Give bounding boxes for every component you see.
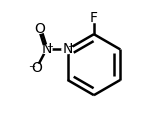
Ellipse shape	[31, 64, 42, 72]
Ellipse shape	[34, 25, 46, 33]
Text: N: N	[41, 42, 52, 56]
Text: N: N	[62, 42, 73, 56]
Ellipse shape	[62, 45, 73, 54]
Text: +: +	[67, 42, 74, 51]
Text: O: O	[35, 22, 45, 36]
Text: O: O	[31, 61, 42, 75]
Text: +: +	[46, 42, 53, 51]
Ellipse shape	[41, 45, 52, 54]
Text: F: F	[90, 11, 98, 25]
Text: −: −	[28, 62, 35, 71]
Ellipse shape	[88, 14, 100, 22]
